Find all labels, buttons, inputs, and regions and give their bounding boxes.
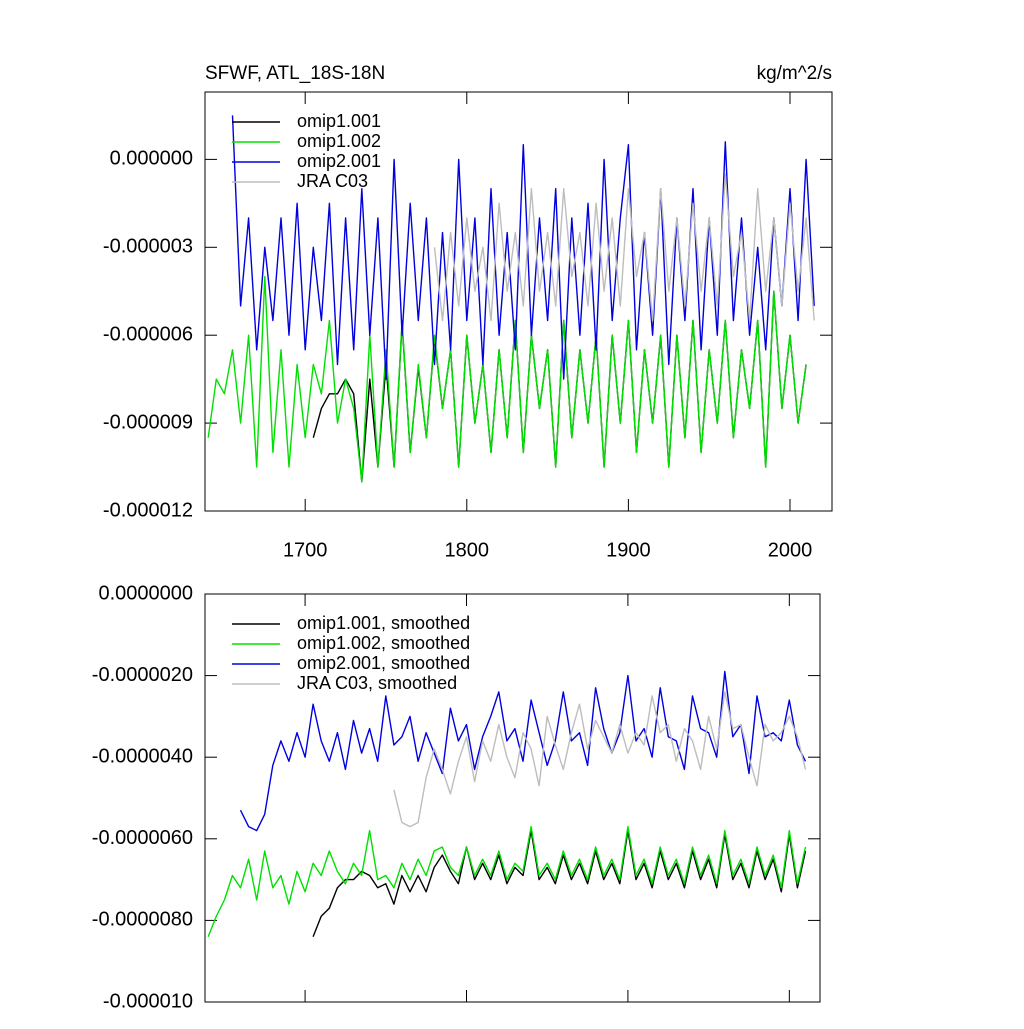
series-line <box>433 173 815 322</box>
x-tick-label: 2000 <box>768 539 813 561</box>
legend-label: JRA C03 <box>297 171 368 191</box>
chart-title: SFWF, ATL_18S-18N <box>205 63 385 84</box>
plot-frame <box>204 91 833 512</box>
series-line <box>207 275 807 483</box>
legend-label: omip1.001 <box>297 111 381 131</box>
y-tick-label: -0.0000020 <box>92 664 193 686</box>
series-line <box>239 670 807 832</box>
y-tick-label: -0.000010 <box>103 990 193 1012</box>
x-tick-label: 1900 <box>606 539 651 561</box>
y-tick-label: 0.0000000 <box>98 582 193 604</box>
y-tick-label: -0.000009 <box>103 411 193 433</box>
y-tick-label: -0.000006 <box>103 323 193 345</box>
y-tick-label: -0.0000080 <box>92 909 193 931</box>
legend-label: omip1.001, smoothed <box>297 613 470 633</box>
legend-label: omip2.001, smoothed <box>297 653 470 673</box>
units-label: kg/m^2/s <box>757 63 832 84</box>
y-tick-label: 0.000000 <box>110 148 193 170</box>
legend-label: omip1.002 <box>297 131 381 151</box>
x-tick-label: 1700 <box>283 539 328 561</box>
series-line <box>312 829 807 937</box>
series-line <box>207 825 807 937</box>
y-tick-label: -0.000012 <box>103 499 193 521</box>
x-tick-label: 1800 <box>445 539 490 561</box>
plot-frame <box>204 593 821 1003</box>
legend-label: JRA C03, smoothed <box>297 673 457 693</box>
legend-label: omip1.002, smoothed <box>297 633 470 653</box>
series-line <box>231 115 815 380</box>
legend-label: omip2.001 <box>297 151 381 171</box>
y-tick-label: -0.0000040 <box>92 745 193 767</box>
series-line <box>393 691 807 828</box>
y-tick-label: -0.000003 <box>103 236 193 258</box>
y-tick-label: -0.0000060 <box>92 827 193 849</box>
